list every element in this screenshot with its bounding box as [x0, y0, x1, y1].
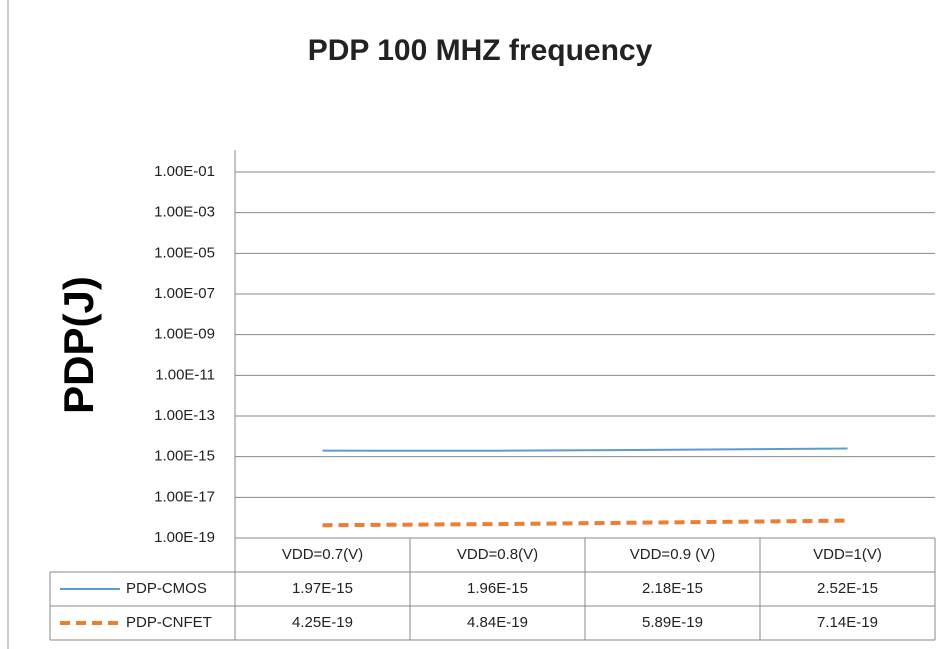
- x-tick-label: VDD=0.9 (V): [630, 546, 715, 563]
- y-tick-label: 1.00E-17: [154, 488, 215, 505]
- table-value: 4.25E-19: [292, 614, 353, 631]
- y-tick-label: 1.00E-15: [154, 448, 215, 465]
- series-line: [322, 447, 848, 452]
- y-tick-label: 1.00E-03: [154, 204, 215, 221]
- table-value: 2.52E-15: [817, 580, 878, 597]
- y-axis-label: PDP(J): [55, 276, 102, 414]
- x-tick-label: VDD=1(V): [813, 546, 882, 563]
- y-tick-label: 1.00E-07: [154, 285, 215, 302]
- y-tick-label: 1.00E-01: [154, 163, 215, 180]
- y-tick-label: 1.00E-05: [154, 244, 215, 261]
- table-value: 1.97E-15: [292, 580, 353, 597]
- series-line: [322, 518, 848, 528]
- table-value: 4.84E-19: [467, 614, 528, 631]
- legend-label: PDP-CMOS: [126, 580, 207, 597]
- y-tick-label: 1.00E-09: [154, 326, 215, 343]
- x-tick-label: VDD=0.8(V): [457, 546, 538, 563]
- legend-label: PDP-CNFET: [126, 614, 212, 631]
- table-value: 1.96E-15: [467, 580, 528, 597]
- y-tick-label: 1.00E-13: [154, 407, 215, 424]
- table-value: 5.89E-19: [642, 614, 703, 631]
- y-tick-label: 1.00E-19: [154, 529, 215, 546]
- table-value: 7.14E-19: [817, 614, 878, 631]
- y-tick-label: 1.00E-11: [155, 366, 215, 383]
- chart-title: PDP 100 MHZ frequency: [308, 34, 653, 67]
- x-tick-label: VDD=0.7(V): [282, 546, 363, 563]
- table-value: 2.18E-15: [642, 580, 703, 597]
